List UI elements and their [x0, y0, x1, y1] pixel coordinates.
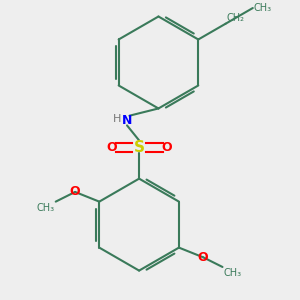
Text: O: O: [198, 251, 208, 264]
Text: O: O: [162, 141, 172, 154]
Text: CH₃: CH₃: [36, 203, 55, 213]
Text: O: O: [106, 141, 117, 154]
Text: S: S: [134, 140, 145, 155]
Text: N: N: [122, 114, 133, 127]
Text: CH₃: CH₃: [224, 268, 242, 278]
Text: H: H: [113, 114, 122, 124]
Text: O: O: [70, 185, 80, 198]
Text: CH₂: CH₂: [227, 13, 245, 22]
Text: CH₃: CH₃: [254, 3, 272, 13]
